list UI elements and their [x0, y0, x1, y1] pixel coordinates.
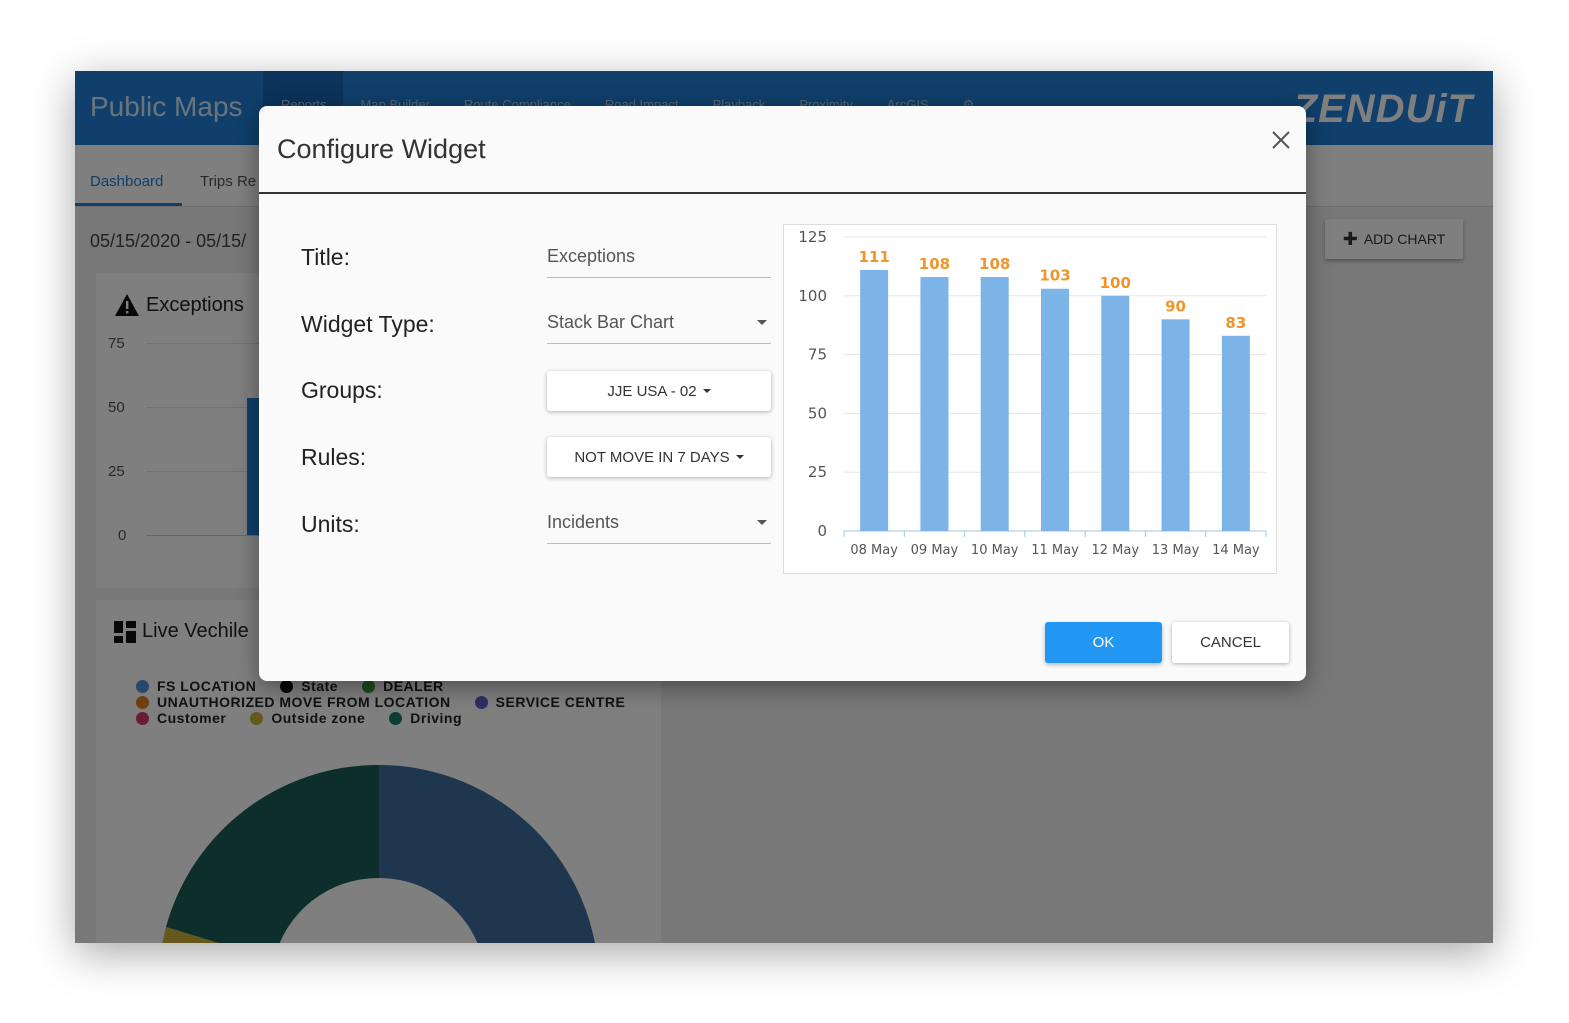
chart-bar[interactable] — [1161, 319, 1190, 531]
x-tick-label: 14 May — [1212, 543, 1260, 558]
cancel-button[interactable]: CANCEL — [1172, 622, 1289, 663]
data-label: 90 — [1165, 297, 1186, 315]
rules-label: Rules: — [301, 444, 367, 470]
data-label: 100 — [1100, 274, 1131, 292]
configure-widget-dialog: Configure Widget Title: Exceptions Widge… — [259, 106, 1306, 681]
widget-type-label: Widget Type: — [301, 311, 435, 337]
chart-bar[interactable] — [1221, 335, 1250, 531]
units-label: Units: — [301, 511, 360, 537]
x-tick-label: 13 May — [1152, 543, 1200, 558]
chevron-down-icon — [735, 455, 744, 459]
chevron-down-icon — [757, 320, 767, 325]
ok-button[interactable]: OK — [1045, 622, 1162, 663]
x-tick-label: 11 May — [1031, 543, 1079, 558]
groups-value: JJE USA - 02 — [607, 382, 697, 400]
rules-dropdown[interactable]: NOT MOVE IN 7 DAYS — [547, 437, 771, 477]
data-label: 103 — [1039, 267, 1070, 285]
data-label: 108 — [919, 255, 950, 273]
chart-bar[interactable] — [920, 276, 949, 531]
chart-bar[interactable] — [980, 276, 1009, 531]
chevron-down-icon — [757, 520, 767, 525]
y-tick-label: 75 — [808, 346, 827, 364]
data-label: 83 — [1225, 314, 1246, 332]
dialog-divider — [259, 192, 1306, 194]
x-tick-label: 12 May — [1092, 543, 1140, 558]
chart-preview: 0 25 50 75 100 125 111 08 May 108 09 May 108 10 May… — [783, 224, 1277, 574]
dialog-title: Configure Widget — [277, 134, 486, 164]
y-tick-label: 50 — [808, 404, 827, 422]
chart-bar[interactable] — [860, 269, 889, 531]
chart-bar[interactable] — [1041, 288, 1069, 531]
close-icon[interactable] — [1267, 126, 1295, 154]
x-tick-label: 08 May — [850, 543, 898, 558]
y-tick-label: 125 — [798, 228, 827, 246]
units-select[interactable]: Incidents — [547, 502, 771, 544]
y-tick-label: 100 — [798, 287, 827, 305]
widget-type-value: Stack Bar Chart — [547, 312, 675, 332]
bar-chart: 0 25 50 75 100 125 111 08 May 108 09 May 108 10 May… — [798, 228, 1267, 558]
chevron-down-icon — [702, 389, 711, 393]
y-tick-label: 0 — [817, 522, 827, 540]
title-input[interactable]: Exceptions — [547, 236, 771, 278]
y-tick-label: 25 — [808, 463, 827, 481]
groups-label: Groups: — [301, 377, 383, 403]
groups-dropdown[interactable]: JJE USA - 02 — [547, 371, 771, 411]
rules-value: NOT MOVE IN 7 DAYS — [574, 448, 730, 466]
x-tick-label: 10 May — [971, 543, 1019, 558]
title-label: Title: — [301, 244, 350, 270]
data-label: 108 — [979, 255, 1010, 273]
units-value: Incidents — [547, 512, 620, 532]
x-tick-label: 09 May — [911, 543, 959, 558]
data-label: 111 — [858, 248, 889, 266]
chart-bar[interactable] — [1101, 295, 1130, 531]
widget-type-select[interactable]: Stack Bar Chart — [547, 302, 771, 344]
